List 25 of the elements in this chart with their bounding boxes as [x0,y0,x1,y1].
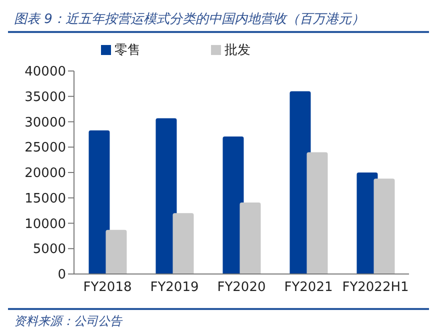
bar [306,152,328,274]
y-tick-label: 20000 [24,166,66,182]
bar [172,213,194,274]
y-tick-label: 15000 [24,191,66,206]
legend-label: 批发 [224,43,250,58]
bar [156,118,177,274]
y-tick-label: 0 [58,268,66,283]
x-tick-label: FY2019 [150,280,199,296]
x-tick-label: FY2020 [217,280,266,296]
y-tick-label: 25000 [24,140,66,156]
y-tick-label: 5000 [32,242,66,258]
x-tick-label: FY2021 [284,280,333,296]
x-tick-label: FY2018 [83,280,132,296]
text: 资料来源：公司公告 [14,313,124,330]
bar [240,202,261,274]
chart-title: 图表 9：近五年按营运模式分类的中国内地营收（百万港元） [8,8,429,33]
y-tick-label: 30000 [24,115,66,130]
y-tick-label: 40000 [24,64,66,80]
bar [374,178,395,274]
y-tick-label: 10000 [24,216,66,232]
y-tick-label: 35000 [24,90,66,105]
x-tick-label: FY2022H1 [342,280,409,296]
bar [106,230,127,274]
legend-label: 零售 [114,43,140,58]
bar [88,130,110,274]
